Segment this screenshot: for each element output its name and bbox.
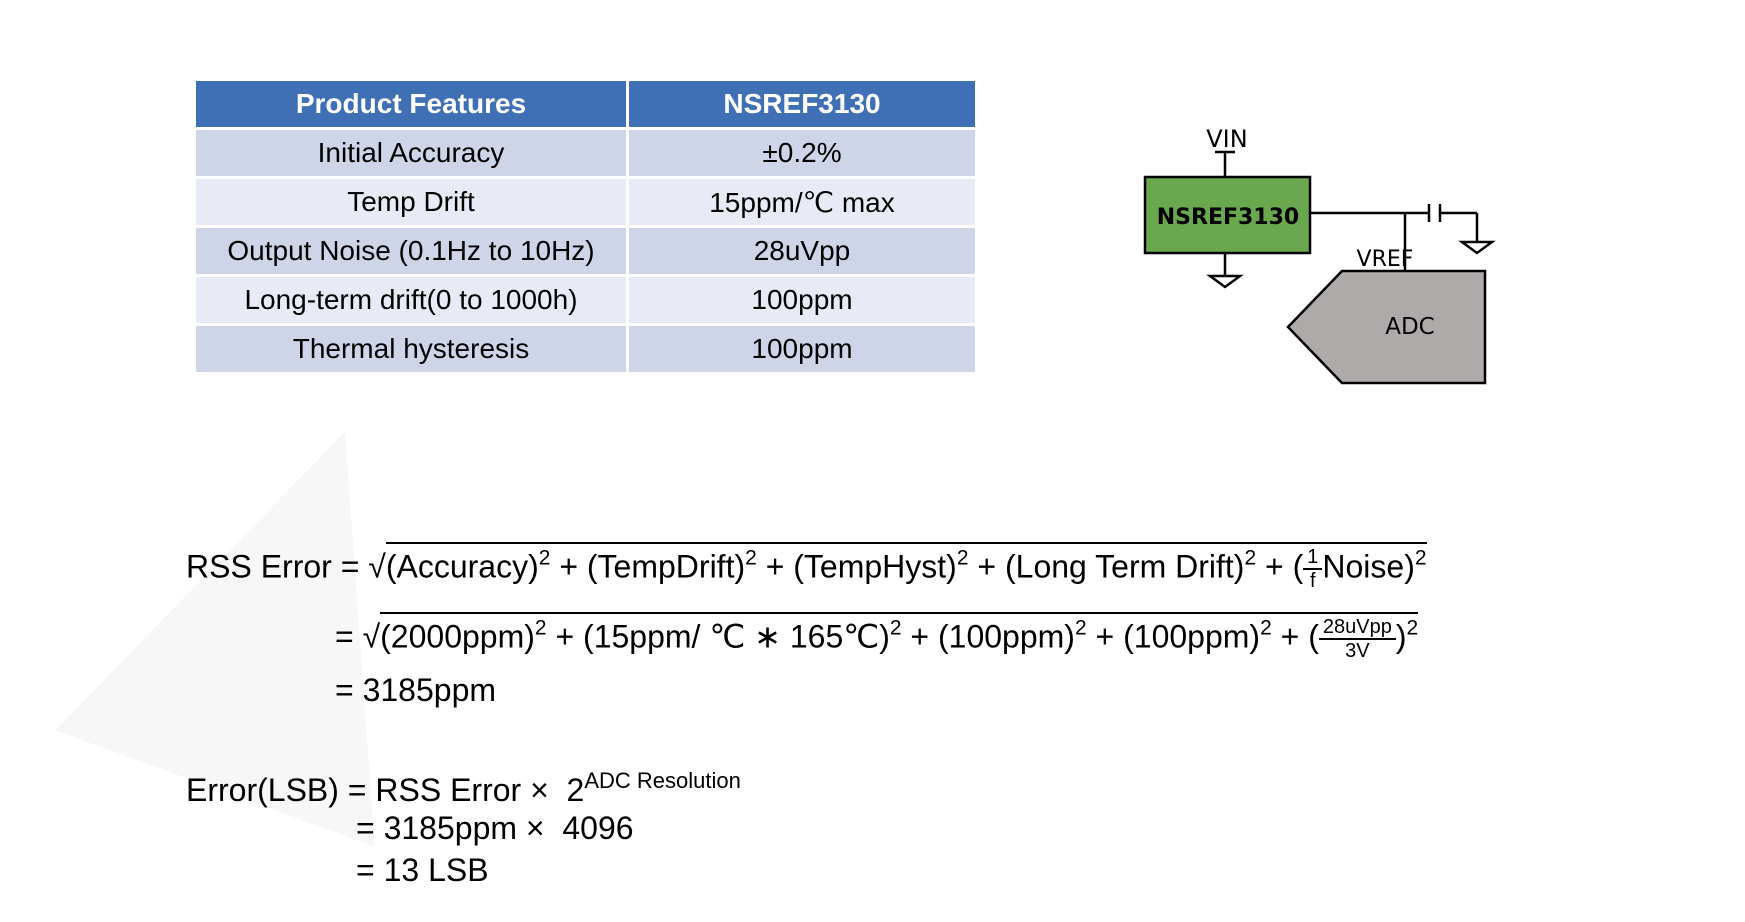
lsb-base: 2	[566, 772, 585, 808]
adc-block	[1286, 269, 1487, 385]
term: )	[1395, 618, 1407, 655]
denominator: 3V	[1345, 640, 1370, 662]
lsb-result: 13 LSB	[383, 852, 489, 888]
lsb-formula-line2: = 3185ppm × 4096	[356, 810, 634, 847]
term: + (TempHyst)	[765, 548, 957, 585]
table-row: Thermal hysteresis 100ppm	[196, 326, 975, 372]
rss-formula-line1: RSS Error = √(Accuracy)2 + (TempDrift)2 …	[186, 542, 1427, 592]
rss-result: 3185ppm	[362, 672, 497, 708]
feature-name: Output Noise (0.1Hz to 10Hz)	[196, 228, 626, 274]
term: + (	[1280, 618, 1319, 655]
feature-value: 15ppm/℃ max	[629, 179, 975, 225]
rss-formula-result: = 3185ppm	[335, 672, 496, 709]
feature-name: Thermal hysteresis	[196, 326, 626, 372]
fraction-noise-over-voltage: 28uVpp 3V	[1318, 616, 1396, 662]
term: + (15ppm/ ℃ ∗ 165℃)	[555, 618, 890, 655]
equals: =	[340, 548, 360, 585]
exponent: 2	[1244, 546, 1257, 570]
lsb-term: RSS Error ×	[375, 772, 549, 808]
exponent: 2	[1406, 616, 1419, 640]
feature-value: 28uVpp	[629, 228, 975, 274]
vref-label: VREF	[1357, 247, 1414, 272]
exponent: 2	[956, 546, 969, 570]
lsb-exponent: ADC Resolution	[584, 768, 741, 793]
exponent: 2	[1074, 616, 1087, 640]
sqrt-icon: √	[362, 618, 381, 655]
sqrt-content: (2000ppm)2 + (15ppm/ ℃ ∗ 165℃)2 + (100pp…	[380, 612, 1419, 662]
feature-name: Long-term drift(0 to 1000h)	[196, 277, 626, 323]
feature-value: 100ppm	[629, 326, 975, 372]
lsb-formula-line1: Error(LSB) = RSS Error × 2ADC Resolution	[186, 768, 741, 809]
chip-label: NSREF3130	[1157, 205, 1299, 230]
features-table: Product Features NSREF3130 Initial Accur…	[193, 78, 978, 375]
adc-label: ADC	[1385, 314, 1435, 340]
header-product-features: Product Features	[196, 81, 626, 127]
feature-value: ±0.2%	[629, 130, 975, 176]
equals: =	[356, 852, 375, 888]
table-header-row: Product Features NSREF3130	[196, 81, 975, 127]
equals: =	[347, 772, 367, 808]
table-row: Long-term drift(0 to 1000h) 100ppm	[196, 277, 975, 323]
feature-name: Initial Accuracy	[196, 130, 626, 176]
exponent: 2	[538, 546, 551, 570]
term: + (TempDrift)	[559, 548, 746, 585]
exponent: 2	[1260, 616, 1272, 640]
term: (Accuracy)	[385, 548, 539, 585]
equals: =	[356, 810, 375, 846]
rss-formula-line2: = √(2000ppm)2 + (15ppm/ ℃ ∗ 165℃)2 + (10…	[335, 612, 1419, 662]
equals: =	[335, 672, 354, 708]
denominator: f	[1310, 570, 1316, 592]
lsb-term: 3185ppm ×	[383, 810, 545, 846]
numerator: 28uVpp	[1318, 616, 1396, 640]
table-row: Initial Accuracy ±0.2%	[196, 130, 975, 176]
feature-name: Temp Drift	[196, 179, 626, 225]
rss-lhs: RSS Error	[186, 548, 332, 585]
header-part-number: NSREF3130	[629, 81, 975, 127]
ground-icon	[1458, 240, 1496, 255]
lsb-term: 4096	[562, 810, 634, 846]
ground-icon	[1206, 274, 1244, 289]
equals: =	[335, 618, 354, 655]
table-row: Output Noise (0.1Hz to 10Hz) 28uVpp	[196, 228, 975, 274]
lsb-formula-result: = 13 LSB	[356, 852, 489, 889]
exponent: 2	[745, 546, 757, 570]
sqrt-icon: √	[368, 548, 386, 585]
term: + (100ppm)	[910, 618, 1075, 655]
table-row: Temp Drift 15ppm/℃ max	[196, 179, 975, 225]
exponent: 2	[1414, 546, 1427, 570]
exponent: 2	[889, 616, 902, 640]
numerator: 1	[1303, 546, 1323, 570]
exponent: 2	[534, 616, 547, 640]
term: (2000ppm)	[380, 618, 535, 655]
nsref3130-chip	[1143, 175, 1312, 255]
term: + (	[1265, 548, 1304, 585]
term: + (100ppm)	[1095, 618, 1261, 655]
term: + (Long Term Drift)	[977, 548, 1245, 585]
feature-value: 100ppm	[629, 277, 975, 323]
sqrt-content: (Accuracy)2 + (TempDrift)2 + (TempHyst)2…	[385, 542, 1427, 592]
term: Noise)	[1322, 548, 1415, 585]
lsb-lhs: Error(LSB)	[186, 772, 339, 808]
vin-label: VIN	[1206, 125, 1247, 153]
